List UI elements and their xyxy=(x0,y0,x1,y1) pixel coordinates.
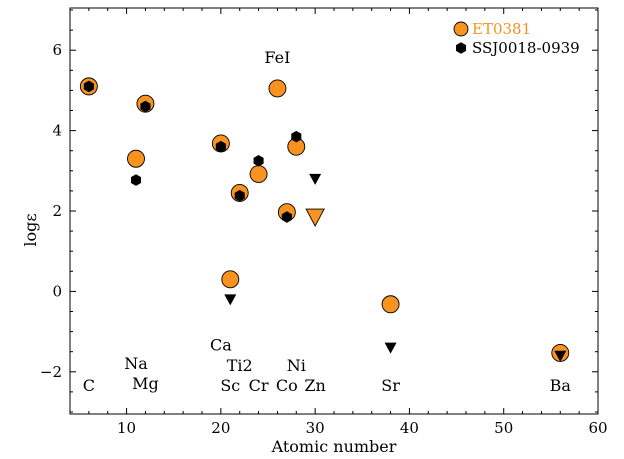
et0381-point xyxy=(127,149,145,168)
x-tick-label: 60 xyxy=(588,419,607,437)
y-tick-label: 0 xyxy=(52,282,62,300)
ssj0018-upper-limit xyxy=(554,350,567,362)
ssj0018-upper-limit xyxy=(224,294,237,306)
ssj0018-point xyxy=(234,189,245,202)
x-axis-label: Atomic number xyxy=(271,437,397,456)
x-tick-label: 30 xyxy=(306,419,325,437)
y-tick-label: 6 xyxy=(52,41,62,59)
x-tick-label: 10 xyxy=(117,419,136,437)
element-label: Zn xyxy=(304,376,325,395)
legend-label-ssj0018: SSJ0018-0939 xyxy=(472,39,580,57)
ssj0018-point xyxy=(291,130,302,143)
element-label: Ni xyxy=(287,356,306,375)
ssj0018-upper-limit xyxy=(309,173,322,185)
ssj0018-point xyxy=(130,174,142,186)
element-label: Ca xyxy=(210,336,232,355)
y-tick-label: 2 xyxy=(52,202,62,220)
element-label: Na xyxy=(124,354,148,373)
legend-label-et0381: ET0381 xyxy=(472,20,531,38)
y-axis-label: logε xyxy=(21,213,40,246)
element-label: Sr xyxy=(381,376,400,395)
legend-marker-ssj0018 xyxy=(455,42,467,54)
et0381-point xyxy=(381,295,400,314)
legend-marker-et0381 xyxy=(453,21,469,37)
y-tick-label: −2 xyxy=(40,363,62,381)
x-tick-label: 50 xyxy=(494,419,513,437)
et0381-point xyxy=(221,270,240,289)
element-label: Co xyxy=(276,376,298,395)
ssj0018-point xyxy=(281,211,292,223)
ssj0018-point xyxy=(83,80,94,93)
et0381-point xyxy=(249,165,268,183)
ssj0018-point xyxy=(215,140,226,153)
et0381-upper-limit xyxy=(305,208,325,227)
element-label: Sc xyxy=(220,376,240,395)
x-tick-label: 20 xyxy=(211,419,230,437)
et0381-point xyxy=(268,79,287,98)
y-tick-label: 4 xyxy=(52,122,62,140)
ssj0018-point xyxy=(253,154,264,167)
ssj0018-point xyxy=(140,100,151,113)
element-label: Ti2 xyxy=(227,356,253,375)
x-tick-label: 40 xyxy=(400,419,419,437)
element-label: Ba xyxy=(550,376,572,395)
ssj0018-upper-limit xyxy=(384,342,397,354)
element-label: FeI xyxy=(264,48,290,67)
element-label: Cr xyxy=(249,376,269,395)
element-label: Mg xyxy=(132,374,159,393)
element-label: C xyxy=(83,376,95,395)
plot-frame xyxy=(69,7,599,415)
